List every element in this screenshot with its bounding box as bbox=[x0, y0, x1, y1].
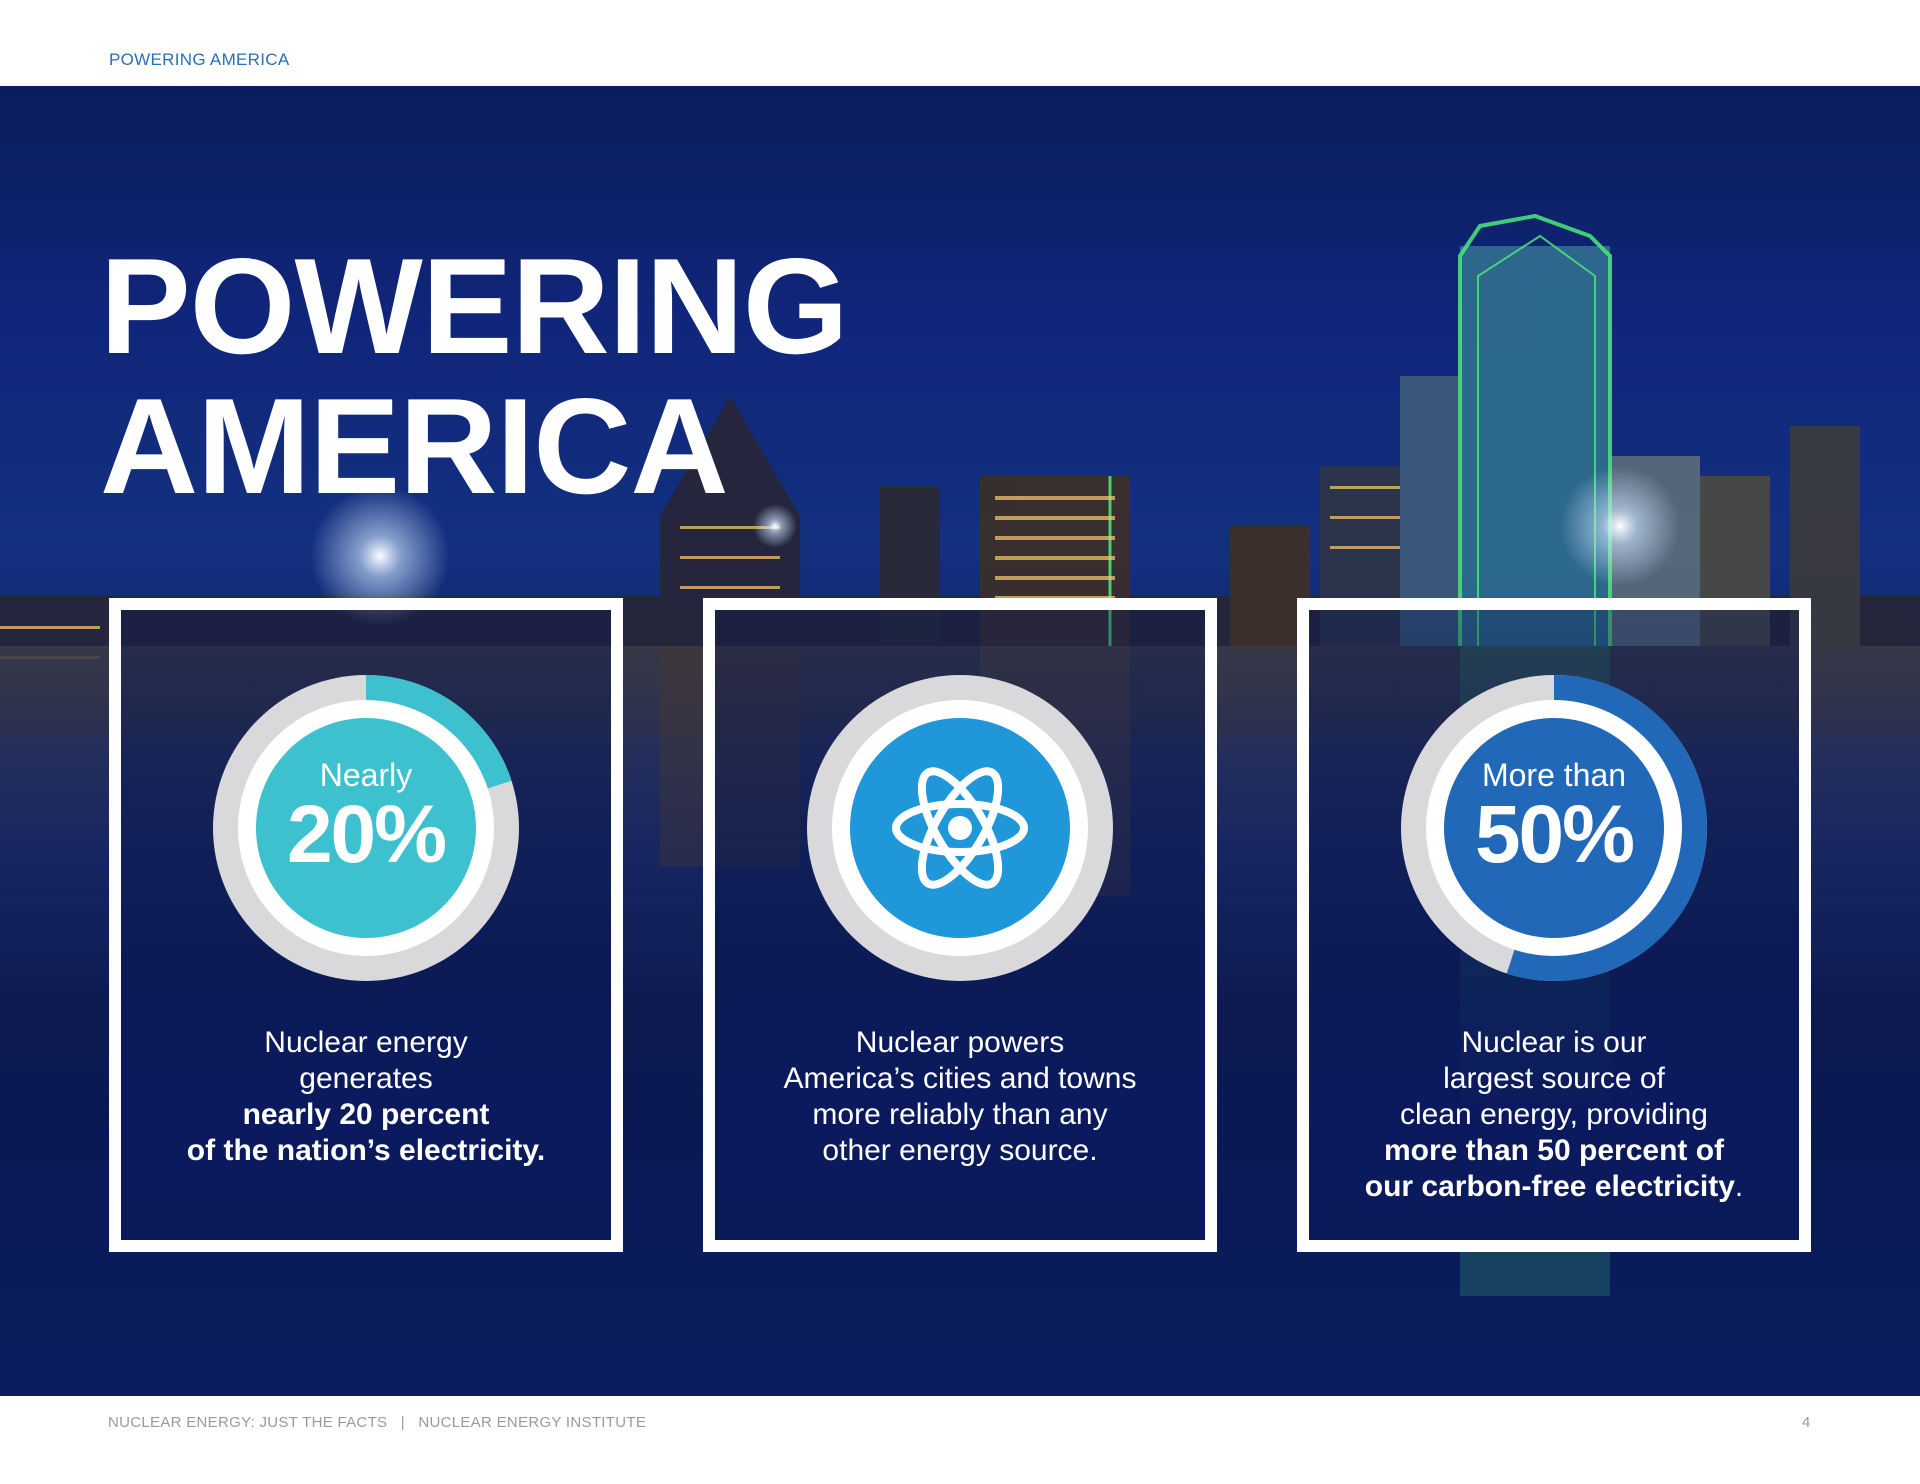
page-footer: NUCLEAR ENERGY: JUST THE FACTS | NUCLEAR… bbox=[0, 1396, 1920, 1484]
title-line-1: POWERING bbox=[100, 230, 849, 382]
ring-label: Nearly bbox=[319, 757, 413, 793]
caption-bold: of the nation’s electricity. bbox=[186, 1134, 546, 1167]
atom-badge bbox=[807, 675, 1113, 981]
stat-card-electricity-share: Nearly 20% Nuclear energy generates near… bbox=[109, 598, 623, 1252]
ring-text-group: Nearly 20% bbox=[203, 665, 529, 991]
caption-line: Nuclear powers bbox=[855, 1026, 1065, 1059]
caption-bold: our carbon-free electricity bbox=[1364, 1170, 1735, 1203]
ring-value: 50% bbox=[1474, 789, 1635, 880]
caption-line: largest source of bbox=[1443, 1062, 1665, 1095]
caption-tail: . bbox=[1734, 1170, 1744, 1203]
donut-chart-50-percent bbox=[1401, 675, 1708, 981]
caption-line: clean energy, providing bbox=[1400, 1098, 1708, 1131]
page-main-title: POWERING AMERICA bbox=[100, 230, 849, 522]
footer-publication-text: NUCLEAR ENERGY: JUST THE FACTS | NUCLEAR… bbox=[108, 1414, 647, 1431]
caption-line: Nuclear energy bbox=[264, 1026, 468, 1059]
card-caption: Nuclear powers America’s cities and town… bbox=[725, 1025, 1195, 1169]
stat-card-reliability: Nuclear powers America’s cities and town… bbox=[703, 598, 1217, 1252]
card-caption: Nuclear energy generates nearly 20 perce… bbox=[131, 1025, 601, 1169]
caption-line: more reliably than any bbox=[812, 1098, 1108, 1131]
atom-icon bbox=[892, 767, 1028, 889]
caption-bold: more than 50 percent of bbox=[1383, 1134, 1725, 1167]
title-line-2: AMERICA bbox=[100, 370, 729, 522]
stat-card-clean-energy: More than 50% Nuclear is our largest sou… bbox=[1297, 598, 1811, 1252]
caption-bold: nearly 20 percent bbox=[242, 1098, 490, 1131]
page-header: POWERING AMERICA bbox=[0, 0, 1920, 86]
donut-chart-20-percent bbox=[213, 675, 519, 981]
caption-line: generates bbox=[299, 1062, 433, 1095]
hero-banner: POWERING AMERICA Nearly 20% Nuclear ener… bbox=[0, 86, 1920, 1396]
section-title: POWERING AMERICA bbox=[109, 50, 290, 69]
card-caption: Nuclear is our largest source of clean e… bbox=[1319, 1025, 1789, 1205]
ring-center-disc bbox=[1444, 718, 1664, 938]
caption-line: other energy source. bbox=[822, 1134, 1098, 1167]
caption-line: America’s cities and towns bbox=[783, 1062, 1137, 1095]
page-number: 4 bbox=[1802, 1414, 1811, 1431]
ring-center-disc bbox=[256, 718, 476, 938]
ring-value: 20% bbox=[286, 789, 447, 880]
caption-line: Nuclear is our bbox=[1461, 1026, 1647, 1059]
ring-label: More than bbox=[1481, 757, 1627, 793]
ring-text-group: More than 50% bbox=[1391, 665, 1717, 991]
